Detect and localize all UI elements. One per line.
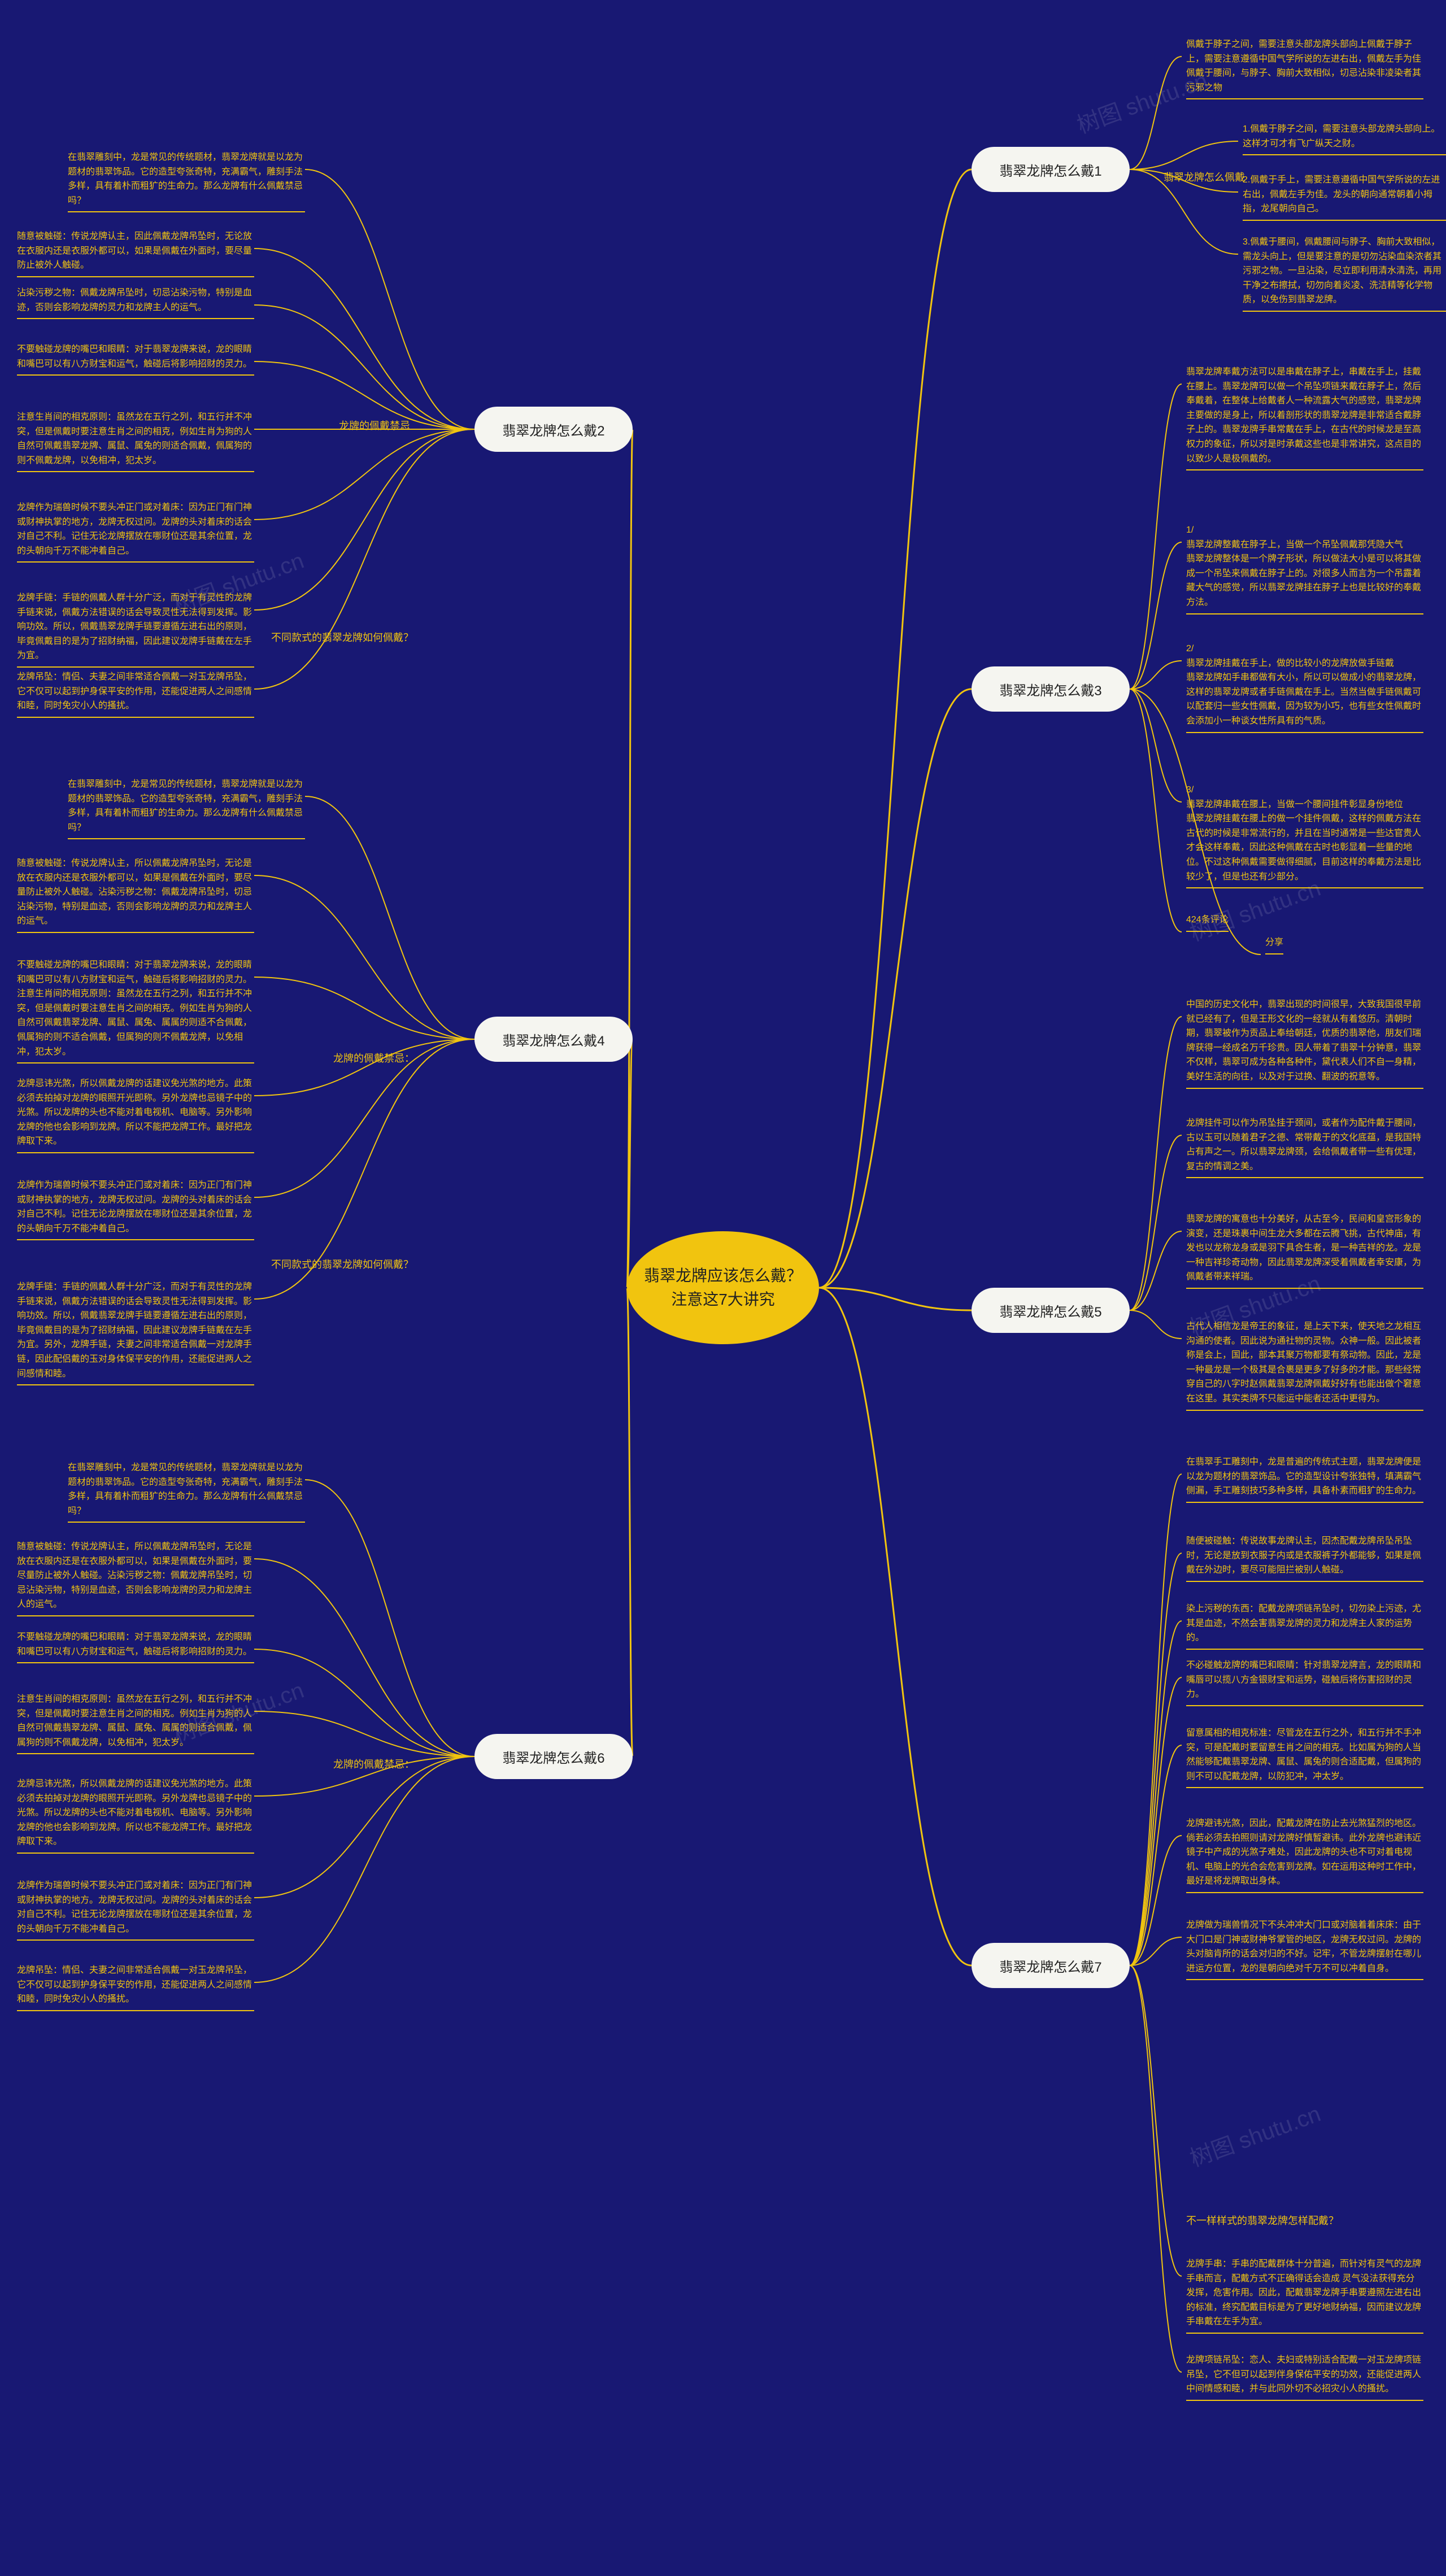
leaf-b4-0: 在翡翠雕刻中，龙是常见的传统题材，翡翠龙牌就是以龙为题材的翡翠饰品。它的造型夸张… [68, 774, 305, 839]
sublabel-b2: 龙牌的佩戴禁忌 [339, 418, 410, 433]
branch-node-b4: 翡翠龙牌怎么戴4 [474, 1017, 633, 1062]
branch-node-b1: 翡翠龙牌怎么戴1 [972, 147, 1130, 192]
center-node: 翡翠龙牌应该怎么戴？注意这7大讲究 [627, 1231, 819, 1344]
leaf-b6-6: 龙牌吊坠：情侣、夫妻之间非常适合佩戴一对玉龙牌吊坠，它不仅可以起到护身保平安的作… [17, 1960, 254, 2011]
branch-node-b3: 翡翠龙牌怎么戴3 [972, 666, 1130, 712]
sublabel-b1: 翡翠龙牌怎么佩戴 [1164, 169, 1245, 184]
leaf-b4-5: 龙牌手链：手链的佩戴人群十分广泛，而对于有灵性的龙牌手链来说，佩戴方法错误的话会… [17, 1276, 254, 1385]
leaf-b4-2: 不要触碰龙牌的嘴巴和眼睛：对于翡翠龙牌来说，龙的眼睛和嘴巴可以有八方财宝和运气，… [17, 954, 254, 1063]
leaf-b2-2: 沾染污秽之物：佩戴龙牌吊坠时，切忌沾染污物，特别是血迹，否则会影响龙牌的灵力和龙… [17, 282, 254, 319]
branch-node-b2: 翡翠龙牌怎么戴2 [474, 407, 633, 452]
leaf-b1-3: 3.佩戴于腰间，佩戴腰间与脖子、胸前大致相似，需龙头向上，但是要注意的是切勿沾染… [1243, 232, 1446, 312]
leaf-b1-1: 1.佩戴于脖子之间，需要注意头部龙牌头部向上。这样才可才有飞广纵天之财。 [1243, 119, 1446, 155]
leaf-b2-0: 在翡翠雕刻中，龙是常见的传统题材，翡翠龙牌就是以龙为题材的翡翠饰品。它的造型夸张… [68, 147, 305, 212]
leaf-b2-1: 随意被触碰：传说龙牌认主，因此佩戴龙牌吊坠时，无论放在衣服内还是衣服外都可以，如… [17, 226, 254, 277]
branch-node-b5: 翡翠龙牌怎么戴5 [972, 1288, 1130, 1333]
leaf-b5-3: 古代人相信龙是帝王的象征，是上天下来，使天地之龙相互沟通的使者。因此说为通社物的… [1186, 1316, 1423, 1411]
leaf-b2-7: 龙牌吊坠：情侣、夫妻之间非常适合佩戴一对玉龙牌吊坠，它不仅可以起到护身保平安的作… [17, 666, 254, 718]
leaf-b7-1: 随便被碰触：传说故事龙牌认主，因杰配戴龙牌吊坠吊坠时，无论是放到衣服子内或是衣服… [1186, 1531, 1423, 1582]
leaf-b6-4: 龙牌忌讳光煞，所以佩戴龙牌的话建议免光煞的地方。此策必须去拍掉对龙牌的眼照开光即… [17, 1773, 254, 1854]
leaf-b7-0: 在翡翠手工雕刻中，龙是普遍的传统式主题，翡翠龙牌便是以龙为题材的翡翠饰品。它的造… [1186, 1452, 1423, 1503]
leaf-b6-3: 注意生肖间的相克原则：虽然龙在五行之列，和五行并不冲突，但是佩戴时要注意生肖之间… [17, 1689, 254, 1754]
leaf-b7-8: 龙牌项链吊坠：恋人、夫妇或特别适合配戴一对玉龙牌项链吊坠，它不但可以起到伴身保佑… [1186, 2350, 1423, 2401]
sublabel-b4: 龙牌的佩戴禁忌： [333, 1051, 415, 1065]
branch-node-b6: 翡翠龙牌怎么戴6 [474, 1734, 633, 1779]
leaf-b6-1: 随意被触碰：传说龙牌认主，所以佩戴龙牌吊坠时，无论是放在衣服内还是在衣服外都可以… [17, 1536, 254, 1616]
sublabel2-b2: 不同款式的翡翠龙牌如何佩戴？ [271, 630, 413, 644]
leaf-b3-4: 424条评论 [1186, 909, 1229, 932]
leaf-b7-5: 龙牌避讳光煞，因此，配戴龙牌在防止去光煞猛烈的地区。倘若必须去拍照则请对龙牌好慎… [1186, 1813, 1423, 1893]
leaf-b3-2: 2/ 翡翠龙牌挂戴在手上，做的比较小的龙牌放做手链戴 翡翠龙牌如手串都做有大小，… [1186, 638, 1423, 733]
sublabel-b6: 龙牌的佩戴禁忌： [333, 1756, 415, 1771]
leaf-b6-5: 龙牌作为瑞兽时候不要头冲正门或对着床：因为正门有门神或财神执掌的地方。龙牌无权过… [17, 1875, 254, 1941]
leaf-b1-0: 佩戴于脖子之间，需要注意头部龙牌头部向上佩戴于脖子上，需要注意遵循中国气学所说的… [1186, 34, 1423, 99]
leaf-b7-2: 染上污秽的东西：配戴龙牌项链吊坠时，切勿染上污迹，尤其是血迹，不然会害翡翠龙牌的… [1186, 1598, 1423, 1650]
leaf-b5-2: 翡翠龙牌的寓意也十分美好，从古至今，民间和皇宫形象的演变，还是珠裹中间生龙大多都… [1186, 1209, 1423, 1289]
branch-node-b7: 翡翠龙牌怎么戴7 [972, 1943, 1130, 1988]
sublabel2-b4: 不同款式的翡翠龙牌如何佩戴？ [271, 1257, 413, 1271]
leaf-b2-3: 不要触碰龙牌的嘴巴和眼睛：对于翡翠龙牌来说，龙的眼睛和嘴巴可以有八方财宝和运气，… [17, 339, 254, 376]
leaf-b6-0: 在翡翠雕刻中，龙是常见的传统题材，翡翠龙牌就是以龙为题材的翡翠饰品。它的造型夸张… [68, 1457, 305, 1523]
leaf-b3-1: 1/ 翡翠龙牌整戴在脖子上，当做一个吊坠佩戴那凭隐大气 翡翠龙牌整体是一个牌子形… [1186, 520, 1423, 614]
leaf-b3-0: 翡翠龙牌奉戴方法可以是串戴在脖子上，串戴在手上，挂戴在腰上。翡翠龙牌可以做一个吊… [1186, 361, 1423, 470]
leaf-b7-3: 不必碰触龙牌的嘴巴和眼睛：针对翡翠龙牌言，龙的眼睛和嘴唇可以揽八方金银财宝和运势… [1186, 1655, 1423, 1706]
watermark: 树图 shutu.cn [1184, 2095, 1325, 2173]
leaf-b1-2: 2.佩戴于手上，需要注意遵循中国气学所说的左进右出，佩戴左手为佳。龙头的朝向通常… [1243, 169, 1446, 221]
leaf-b7-6: 龙牌做为瑞兽情况下不头冲冲大门口或对脑着着床床：由于大门口是门神或财神爷掌管的地… [1186, 1915, 1423, 1980]
leaf-b6-2: 不要触碰龙牌的嘴巴和眼睛：对于翡翠龙牌来说，龙的眼睛和嘴巴可以有八方财宝和运气，… [17, 1627, 254, 1663]
sublabel2-b7: 不一样样式的翡翠龙牌怎样配戴？ [1186, 2213, 1339, 2228]
leaf-b3-5: 分享 [1265, 932, 1283, 954]
leaf-b3-3: 3/ 翡翠龙牌串戴在腰上，当做一个腰间挂件彰显身份地位 翡翠龙牌挂戴在腰上的做一… [1186, 779, 1423, 888]
leaf-b5-1: 龙牌挂件可以作为吊坠挂于颈间，或者作为配件戴于腰间，古以玉可以随着君子之德、常带… [1186, 1113, 1423, 1178]
leaf-b4-3: 龙牌忌讳光煞，所以佩戴龙牌的话建议免光煞的地方。此策必须去拍掉对龙牌的眼照开光即… [17, 1073, 254, 1153]
leaf-b7-4: 留意属相的相克标准：尽管龙在五行之外，和五行并不手冲突，可是配戴时要留意生肖之间… [1186, 1723, 1423, 1788]
leaf-b2-5: 龙牌作为瑞兽时候不要头冲正门或对着床：因为正门有门神或财神执掌的地方，龙牌无权过… [17, 497, 254, 563]
leaf-b7-7: 龙牌手串：手串的配戴群体十分普遍，而针对有灵气的龙牌手串而言，配戴方式不正确得话… [1186, 2254, 1423, 2334]
leaf-b4-1: 随意被触碰：传说龙牌认主，所以佩戴龙牌吊坠时，无论是放在衣服内还是衣服外都可以，… [17, 853, 254, 933]
leaf-b5-0: 中国的历史文化中，翡翠出现的时间很早，大致我国很早前就已经有了，但是王形文化的一… [1186, 994, 1423, 1089]
leaf-b2-6: 龙牌手链：手链的佩戴人群十分广泛，而对于有灵性的龙牌手链来说，佩戴方法错误的话会… [17, 587, 254, 668]
leaf-b4-4: 龙牌作为瑞兽时候不要头冲正门或对着床：因为正门有门神或财神执掌的地方，龙牌无权过… [17, 1175, 254, 1240]
leaf-b2-4: 注意生肖间的相克原则：虽然龙在五行之列，和五行并不冲突，但是佩戴时要注意生肖之间… [17, 407, 254, 472]
